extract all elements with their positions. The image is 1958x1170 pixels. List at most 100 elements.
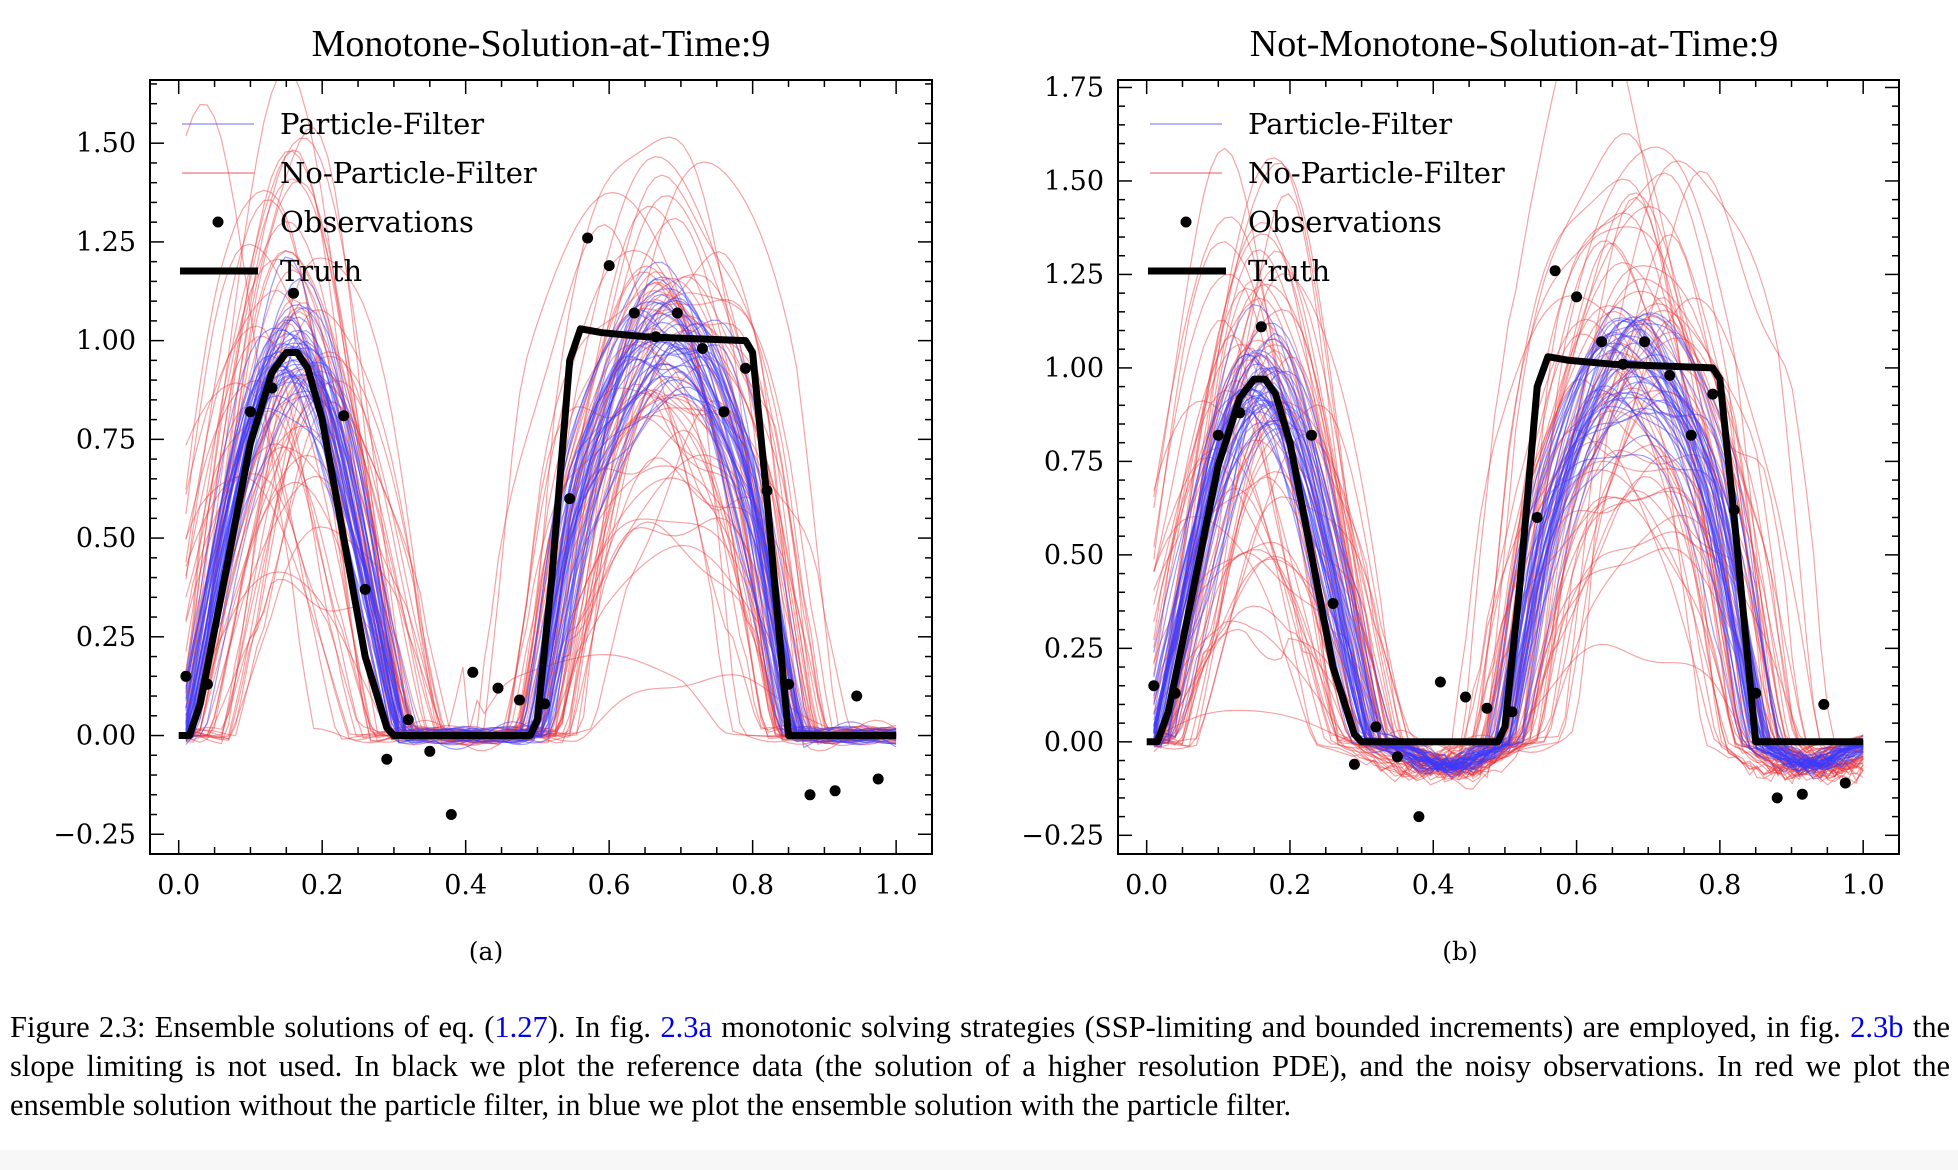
observation-point <box>1370 721 1382 733</box>
page-bottom-strip <box>0 1150 1958 1170</box>
caption-text: monotonic solving strategies (SSP-limiti… <box>711 1010 1851 1044</box>
observation-point <box>1255 321 1267 333</box>
observation-point <box>851 690 863 702</box>
observation-point <box>359 583 371 595</box>
observation-point <box>445 809 457 820</box>
legend-label: Observations <box>280 205 474 239</box>
observation-point <box>1212 429 1224 441</box>
ensemble-member-line <box>1153 296 1864 786</box>
observation-point <box>1434 676 1446 688</box>
truth-line <box>178 325 897 739</box>
legend-item-observations: Observations <box>1180 205 1442 239</box>
y-tick-label: 0.75 <box>1044 446 1104 477</box>
x-tick-label: 0.4 <box>444 870 487 901</box>
x-tick-label: 0.4 <box>1412 870 1455 901</box>
panel-b-plot-area: 0.0 0.2 0.4 0.6 0.8 1.0 −0.25 0.00 0.25 0.50 0.75 1… <box>1021 72 1900 901</box>
x-tick-label: 1.0 <box>1842 870 1885 901</box>
observation-point <box>671 307 683 319</box>
observation-point <box>338 410 350 422</box>
observation-point <box>1413 811 1425 823</box>
ensemble-member-line <box>1153 331 1864 779</box>
legend-item-observations: Observations <box>212 205 474 239</box>
legend-item-truth: Truth <box>180 254 362 288</box>
observation-point <box>1481 702 1493 714</box>
caption-text: the slope limiting is not used. In black… <box>10 1010 1951 1122</box>
observation-point <box>1596 336 1608 348</box>
panel-b: Not-Monotone-Solution-at-Time:9 0.0 0.2 0.… <box>1021 23 1900 966</box>
ensemble-member-line <box>1153 496 1864 780</box>
y-tick-label: 0.50 <box>1044 540 1104 571</box>
observations <box>180 232 884 820</box>
x-axis: 0.0 0.2 0.4 0.6 0.8 1.0 <box>1125 80 1885 901</box>
axes-frame <box>1117 79 1900 855</box>
ensemble-member-line <box>185 364 897 737</box>
observation-point <box>1571 291 1583 303</box>
observation-point <box>1664 369 1676 381</box>
caption-reference-link[interactable]: 2.3a <box>660 1010 712 1044</box>
legend-item-truth: Truth <box>1148 254 1330 288</box>
caption-reference-link[interactable]: 1.27 <box>494 1010 548 1044</box>
observation-point <box>804 789 816 801</box>
y-axis: −0.25 0.00 0.25 0.50 0.75 1.00 1.25 1.50 1.75 <box>1021 72 1899 851</box>
data-layer <box>1146 80 1864 823</box>
x-tick-label: 0.0 <box>157 870 200 901</box>
ensemble-member-line <box>1153 310 1864 781</box>
y-axis: −0.25 0.00 0.25 0.50 0.75 1.00 1.25 1.50 <box>53 83 932 850</box>
observation-point <box>1771 792 1783 804</box>
observation-point <box>1839 777 1851 789</box>
legend-label: No-Particle-Filter <box>1248 156 1505 190</box>
axes-frame <box>149 79 933 855</box>
y-tick-label: −0.25 <box>1021 820 1104 851</box>
observation-point <box>1391 751 1403 763</box>
ensemble-member-line <box>1153 146 1864 778</box>
observation-point <box>539 698 551 710</box>
ensemble-member-line <box>1153 342 1864 774</box>
legend-label: Truth <box>1248 254 1330 288</box>
ensemble-member-line <box>185 249 897 738</box>
legend-label: Observations <box>1248 205 1442 239</box>
observation-point <box>696 343 708 354</box>
panel-b-title: Not-Monotone-Solution-at-Time:9 <box>1250 23 1778 65</box>
x-tick-label: 1.0 <box>875 870 918 901</box>
x-tick-label: 0.0 <box>1125 870 1168 901</box>
caption-reference-link[interactable]: 2.3b <box>1850 1010 1904 1044</box>
caption-text: Figure 2.3: Ensemble solutions of eq. ( <box>10 1010 495 1044</box>
panel-b-subfigure-label: (b) <box>1442 937 1478 966</box>
ensemble-member-line <box>185 388 897 745</box>
data-layer <box>178 80 897 820</box>
x-tick-label: 0.8 <box>1698 870 1741 901</box>
observation-point <box>1685 429 1697 441</box>
observation-point <box>872 773 884 785</box>
y-tick-label: 0.75 <box>76 424 136 455</box>
observation-point <box>288 287 299 299</box>
observation-point <box>244 406 256 418</box>
ensemble-member-line <box>1153 297 1864 772</box>
panel-a-subfigure-label: (a) <box>469 937 503 966</box>
ensemble-member-line <box>1153 378 1864 775</box>
x-axis: 0.0 0.2 0.4 0.6 0.8 1.0 <box>157 80 918 901</box>
ensemble-member-line <box>1153 294 1864 776</box>
observation-point <box>1327 598 1339 609</box>
ensemble-member-line <box>1153 160 1864 780</box>
caption-text: ). In fig. <box>547 1010 661 1044</box>
legend-label: Truth <box>280 254 362 288</box>
panel-a: Monotone-Solution-at-Time:9 0.0 0.2 0.4 0.6… <box>53 23 933 966</box>
observation-point <box>1531 512 1543 523</box>
observation-point <box>180 670 192 682</box>
observation-point <box>1148 680 1160 692</box>
ensemble-member-line <box>185 127 897 747</box>
legend-label: No-Particle-Filter <box>280 156 537 190</box>
observation-point <box>381 753 393 765</box>
observation-point <box>1818 698 1830 710</box>
observation-point <box>1348 758 1360 770</box>
observation-point <box>201 678 213 690</box>
observation-point <box>492 682 504 694</box>
observation-point <box>1234 407 1246 419</box>
ensemble-member-line <box>1153 440 1864 776</box>
x-tick-label: 0.2 <box>1268 870 1311 901</box>
y-tick-label: 1.75 <box>1044 72 1104 103</box>
ensemble-member-line <box>1153 240 1864 780</box>
observation-point <box>1750 687 1762 699</box>
observation-point <box>1169 687 1181 699</box>
ensemble-member-line <box>185 271 897 741</box>
